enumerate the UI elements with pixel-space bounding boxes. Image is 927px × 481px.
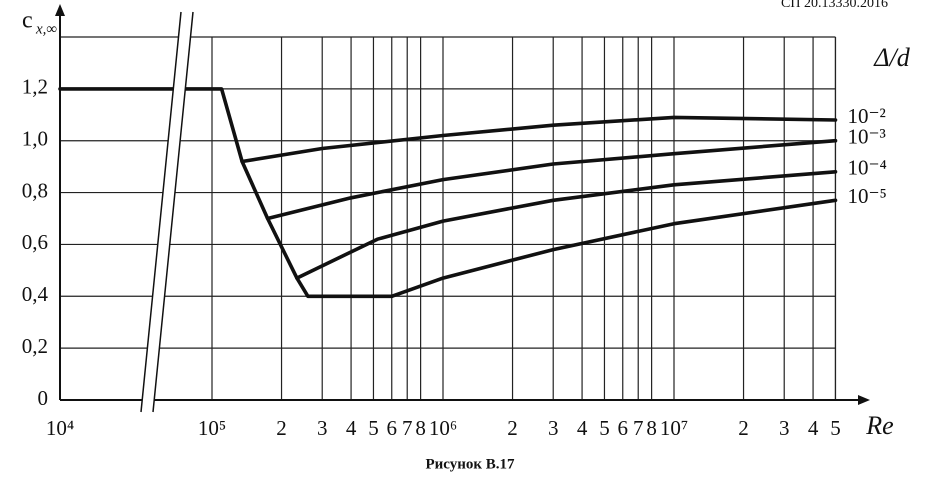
- x-tick-label: 2: [738, 416, 749, 440]
- x-tick-label: 10⁷: [660, 416, 688, 440]
- axis-arrow: [858, 395, 870, 405]
- series-line: [390, 198, 838, 299]
- x-tick-label: 2: [507, 416, 518, 440]
- x-tick-label: 10⁶: [429, 416, 457, 440]
- x-tick-label: 6: [387, 416, 398, 440]
- y-tick-label: 1,0: [22, 127, 48, 151]
- x-tick-label: 7: [402, 416, 413, 440]
- y-tick-label: 0,8: [22, 178, 48, 202]
- x-tick-label: 3: [779, 416, 790, 440]
- y-tick-label: 0,6: [22, 230, 48, 254]
- x-tick-label: 7: [633, 416, 644, 440]
- series-label: 10⁻³: [847, 125, 885, 149]
- x-tick-label: 10⁵: [198, 416, 226, 440]
- axis-break-line: [152, 11, 194, 413]
- series-line: [295, 170, 838, 280]
- x-tick-label: 4: [346, 416, 357, 440]
- x-tick-label: 8: [646, 416, 657, 440]
- y-axis-label: c: [22, 8, 33, 34]
- axis-arrow: [55, 4, 65, 16]
- document-code: СП 20.13330.2016: [781, 0, 888, 11]
- x-tick-label: 6: [618, 416, 629, 440]
- x-tick-label: 10⁴: [46, 416, 74, 440]
- y-tick-label: 0,2: [22, 334, 48, 358]
- series-label: 10⁻⁴: [847, 156, 886, 180]
- x-tick-label: 4: [808, 416, 819, 440]
- x-tick-label: 2: [276, 416, 287, 440]
- axis-break-line: [140, 11, 182, 413]
- x-tick-label: 3: [317, 416, 328, 440]
- series-line: [240, 115, 838, 164]
- legend-title: Δ/d: [873, 43, 910, 72]
- series-label: 10⁻⁵: [847, 184, 886, 208]
- x-tick-label: 8: [415, 416, 426, 440]
- x-tick-label: 5: [830, 416, 841, 440]
- x-axis-label: Re: [865, 411, 893, 440]
- x-tick-label: 4: [577, 416, 588, 440]
- y-tick-label: 1,2: [22, 75, 48, 99]
- x-tick-label: 5: [368, 416, 379, 440]
- figure-caption: Рисунок В.17: [425, 456, 515, 472]
- x-tick-label: 3: [548, 416, 559, 440]
- y-tick-label: 0: [38, 386, 49, 410]
- x-tick-label: 5: [599, 416, 610, 440]
- series-line: [265, 138, 838, 221]
- y-axis-label-subscript: x,∞: [35, 21, 57, 37]
- y-tick-label: 0,4: [22, 282, 49, 306]
- series-label: 10⁻²: [847, 104, 885, 128]
- axis-break: [141, 12, 193, 412]
